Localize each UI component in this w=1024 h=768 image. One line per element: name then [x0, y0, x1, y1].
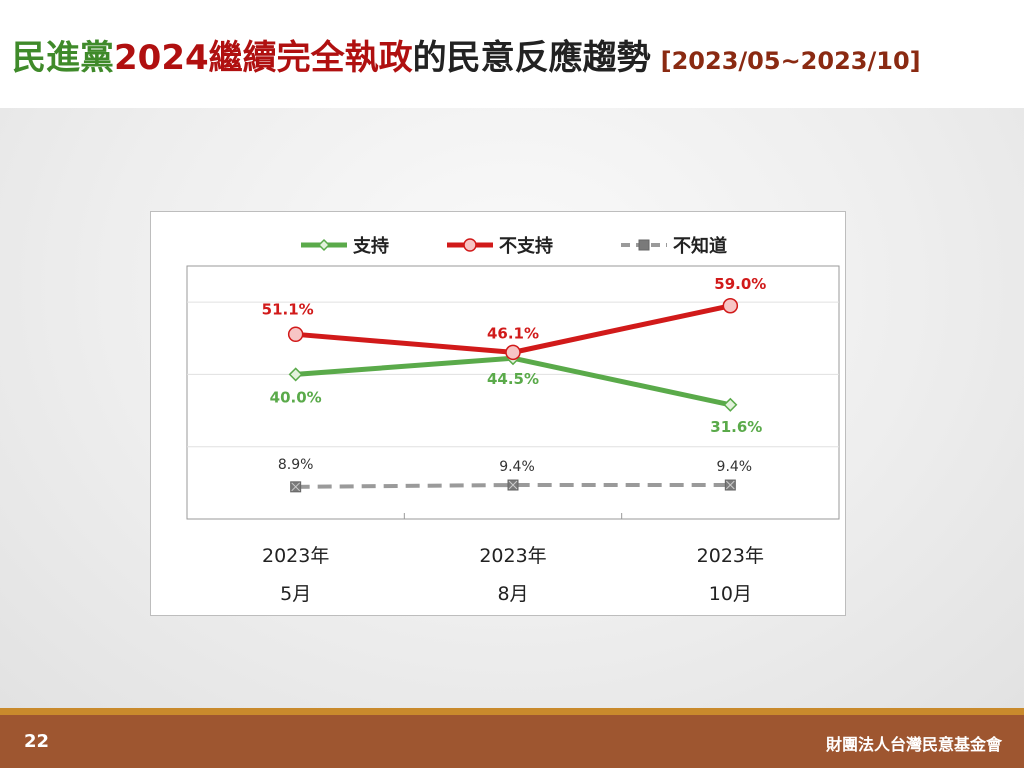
- data-label-支持: 40.0%: [270, 388, 322, 406]
- page-title: 民進黨2024繼續完全執政的民意反應趨勢 [2023/05~2023/10]: [12, 30, 921, 79]
- data-label-不知道: 8.9%: [278, 457, 314, 473]
- data-point-不支持: [505, 344, 521, 361]
- title-highlight: 2024繼續完全執政: [114, 38, 413, 78]
- data-label-不知道: 9.4%: [717, 459, 753, 475]
- data-point-不支持: [722, 298, 739, 314]
- legend-marker-支持: [317, 238, 331, 252]
- data-label-支持: 31.6%: [710, 418, 762, 436]
- data-point-支持: [288, 367, 303, 382]
- organization-name: 財團法人台灣民意基金會: [825, 735, 1002, 754]
- x-tick-label-month: 8月: [497, 583, 528, 605]
- legend-label-支持: 支持: [352, 235, 389, 257]
- data-point-不支持: [287, 326, 304, 343]
- plot-area-frame: [186, 265, 840, 520]
- title-party: 民進黨: [12, 38, 114, 78]
- x-tick-label-year: 2023年: [697, 545, 764, 567]
- title-rest: 的民意反應趨勢: [412, 38, 651, 78]
- legend-label-不支持: 不支持: [499, 235, 553, 257]
- legend-marker-不知道: [638, 239, 650, 251]
- x-tick-label-year: 2023年: [262, 545, 329, 567]
- series-line-不知道: [295, 483, 731, 489]
- header: 民進黨2024繼續完全執政的民意反應趨勢 [2023/05~2023/10]: [0, 0, 1024, 108]
- legend-marker-不支持: [463, 238, 477, 252]
- data-label-不知道: 9.4%: [499, 459, 535, 475]
- data-label-不支持: 46.1%: [487, 324, 539, 342]
- x-tick-label-year: 2023年: [479, 545, 546, 567]
- data-label-支持: 44.5%: [487, 370, 539, 388]
- page-number: 22: [24, 731, 50, 752]
- line-chart: 2023年 5月 2023年 8月 2023年 10月 40.0% 44.5% 31.6% 51.…: [186, 235, 840, 605]
- footer: 22 財團法人台灣民意基金會: [0, 715, 1024, 768]
- x-tick-label-month: 10月: [709, 583, 752, 605]
- data-point-x-mark: [725, 480, 735, 490]
- title-date-range: [2023/05~2023/10]: [660, 47, 921, 75]
- legend-label-不知道: 不知道: [673, 235, 727, 257]
- data-label-不支持: 59.0%: [714, 275, 766, 293]
- chart-panel: 2023年 5月 2023年 8月 2023年 10月 40.0% 44.5% 31.6% 51.…: [150, 211, 846, 616]
- footer-accent-line: [0, 708, 1024, 715]
- data-point-支持: [723, 397, 738, 412]
- data-label-不支持: 51.1%: [262, 300, 314, 318]
- data-point-x-mark: [291, 482, 301, 492]
- data-point-x-mark: [508, 480, 518, 490]
- x-tick-label-month: 5月: [280, 583, 311, 605]
